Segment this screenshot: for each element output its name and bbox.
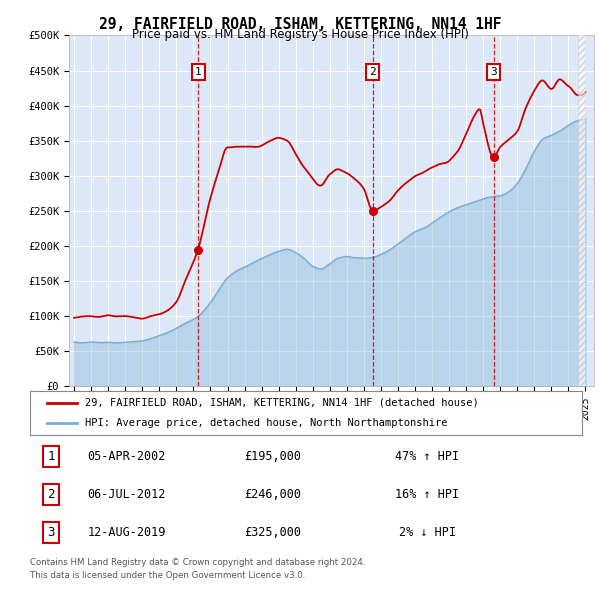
Text: 47% ↑ HPI: 47% ↑ HPI: [395, 450, 460, 463]
Text: Price paid vs. HM Land Registry's House Price Index (HPI): Price paid vs. HM Land Registry's House …: [131, 28, 469, 41]
Text: 2: 2: [369, 67, 376, 77]
Text: 12-AUG-2019: 12-AUG-2019: [88, 526, 166, 539]
Text: 29, FAIRFIELD ROAD, ISHAM, KETTERING, NN14 1HF: 29, FAIRFIELD ROAD, ISHAM, KETTERING, NN…: [99, 17, 501, 31]
Text: 05-APR-2002: 05-APR-2002: [88, 450, 166, 463]
Text: This data is licensed under the Open Government Licence v3.0.: This data is licensed under the Open Gov…: [30, 571, 305, 579]
Text: £246,000: £246,000: [244, 487, 301, 501]
Text: £325,000: £325,000: [244, 526, 301, 539]
Text: Contains HM Land Registry data © Crown copyright and database right 2024.: Contains HM Land Registry data © Crown c…: [30, 558, 365, 566]
Text: 2: 2: [47, 487, 55, 501]
Text: 1: 1: [194, 67, 202, 77]
Text: 1: 1: [47, 450, 55, 463]
Text: 06-JUL-2012: 06-JUL-2012: [88, 487, 166, 501]
Text: 16% ↑ HPI: 16% ↑ HPI: [395, 487, 460, 501]
Text: 2% ↓ HPI: 2% ↓ HPI: [399, 526, 456, 539]
Text: £195,000: £195,000: [244, 450, 301, 463]
Text: 3: 3: [490, 67, 497, 77]
Text: 29, FAIRFIELD ROAD, ISHAM, KETTERING, NN14 1HF (detached house): 29, FAIRFIELD ROAD, ISHAM, KETTERING, NN…: [85, 398, 479, 408]
Text: HPI: Average price, detached house, North Northamptonshire: HPI: Average price, detached house, Nort…: [85, 418, 448, 428]
Text: 3: 3: [47, 526, 55, 539]
